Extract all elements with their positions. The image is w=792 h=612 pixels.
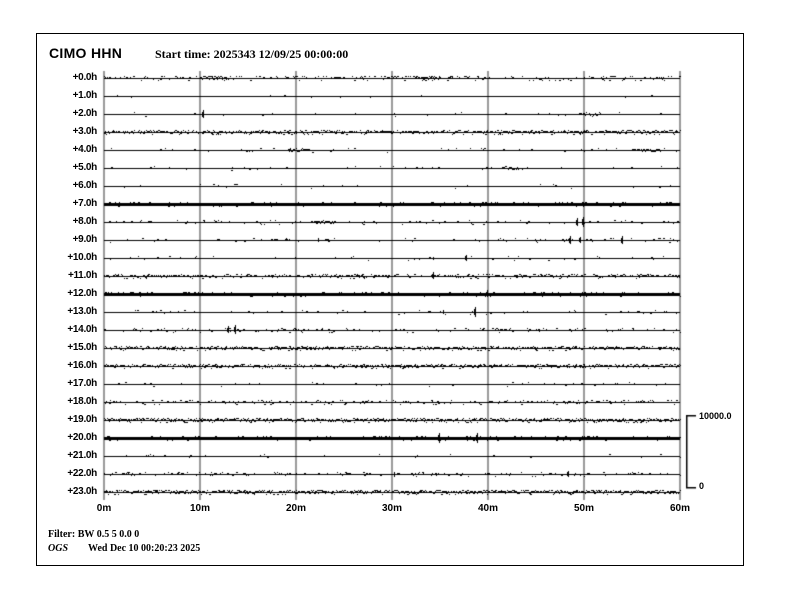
start-time-label: Start time: 2025343 12/09/25 00:00:00 bbox=[155, 47, 349, 61]
hour-label-5: +5.0h bbox=[72, 162, 98, 173]
hour-label-18: +18.0h bbox=[67, 396, 97, 407]
hour-label-13: +13.0h bbox=[67, 306, 97, 317]
hour-label-7: +7.0h bbox=[72, 198, 98, 209]
hour-label-14: +14.0h bbox=[67, 324, 97, 335]
x-tick-40m: 40m bbox=[477, 503, 498, 514]
x-tick-20m: 20m bbox=[285, 503, 306, 514]
hour-label-1: +1.0h bbox=[72, 90, 98, 101]
hour-label-22: +22.0h bbox=[67, 468, 97, 479]
x-tick-50m: 50m bbox=[573, 503, 594, 514]
x-tick-10m: 10m bbox=[189, 503, 210, 514]
hour-label-17: +17.0h bbox=[67, 378, 97, 389]
x-tick-60m: 60m bbox=[669, 503, 690, 514]
hour-label-4: +4.0h bbox=[72, 144, 98, 155]
hour-label-20: +20.0h bbox=[67, 432, 97, 443]
hour-label-6: +6.0h bbox=[72, 180, 98, 191]
hour-label-3: +3.0h bbox=[72, 126, 98, 137]
scale-max-label: 10000.0 bbox=[699, 411, 732, 421]
hour-label-19: +19.0h bbox=[67, 414, 97, 425]
x-tick-0m: 0m bbox=[96, 503, 112, 514]
hour-label-2: +2.0h bbox=[72, 108, 98, 119]
scale-min-label: 0 bbox=[699, 481, 705, 491]
hour-label-21: +21.0h bbox=[67, 450, 97, 461]
filter-info: Filter: BW 0.5 5 0.0 0 bbox=[48, 529, 140, 540]
hour-label-23: +23.0h bbox=[67, 486, 97, 497]
hour-label-10: +10.0h bbox=[67, 252, 97, 263]
hour-label-16: +16.0h bbox=[67, 360, 97, 371]
hour-label-0: +0.0h bbox=[72, 72, 98, 83]
station-channel-title: CIMO HHN bbox=[49, 45, 123, 61]
x-tick-30m: 30m bbox=[381, 503, 402, 514]
hour-label-11: +11.0h bbox=[67, 270, 97, 281]
generated-timestamp: Wed Dec 10 00:20:23 2025 bbox=[88, 543, 201, 554]
hour-label-9: +9.0h bbox=[72, 234, 98, 245]
hour-label-8: +8.0h bbox=[72, 216, 98, 227]
hour-label-12: +12.0h bbox=[67, 288, 97, 299]
org-label: OGS bbox=[48, 543, 69, 554]
hour-label-15: +15.0h bbox=[67, 342, 97, 353]
